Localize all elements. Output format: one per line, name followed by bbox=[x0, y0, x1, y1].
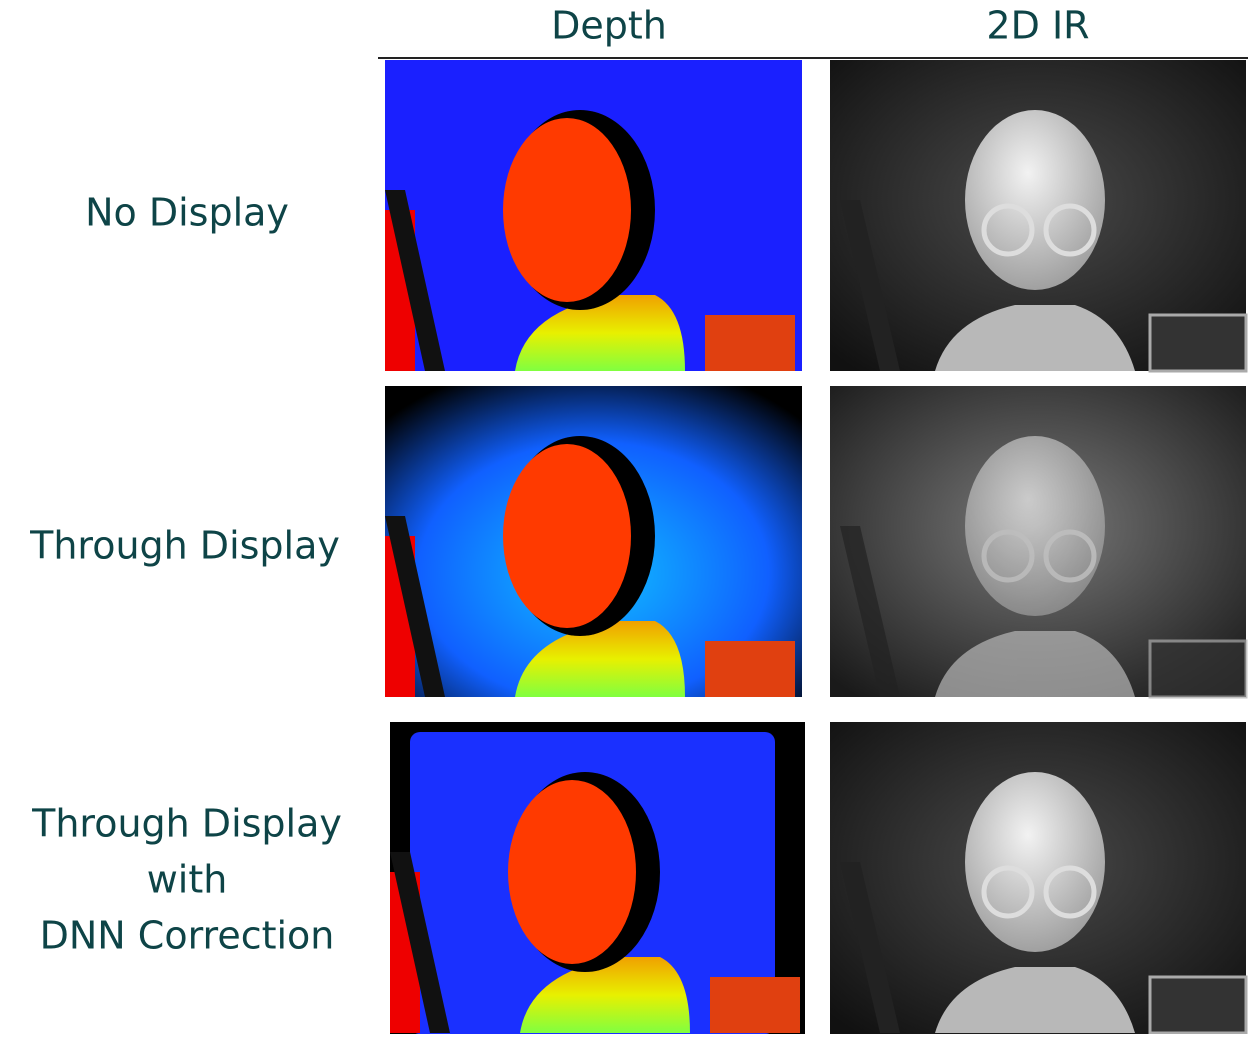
ir-image bbox=[830, 386, 1246, 697]
figure: Depth 2D IR No Display Through Display T… bbox=[0, 0, 1248, 1034]
depth-image bbox=[390, 722, 805, 1034]
row-label: DNN Correction bbox=[40, 914, 335, 958]
row-label: Through Display bbox=[31, 802, 342, 846]
row-label: Through Display bbox=[29, 524, 340, 568]
depth-image bbox=[385, 60, 802, 371]
page: Depth 2D IR No Display Through Display T… bbox=[0, 0, 1248, 1034]
row-label: No Display bbox=[85, 191, 289, 235]
column-header: Depth bbox=[551, 4, 667, 48]
column-header: 2D IR bbox=[986, 4, 1089, 48]
ir-image bbox=[830, 60, 1246, 371]
ir-image bbox=[830, 722, 1246, 1034]
depth-image bbox=[385, 386, 802, 697]
row-label: with bbox=[147, 858, 228, 902]
